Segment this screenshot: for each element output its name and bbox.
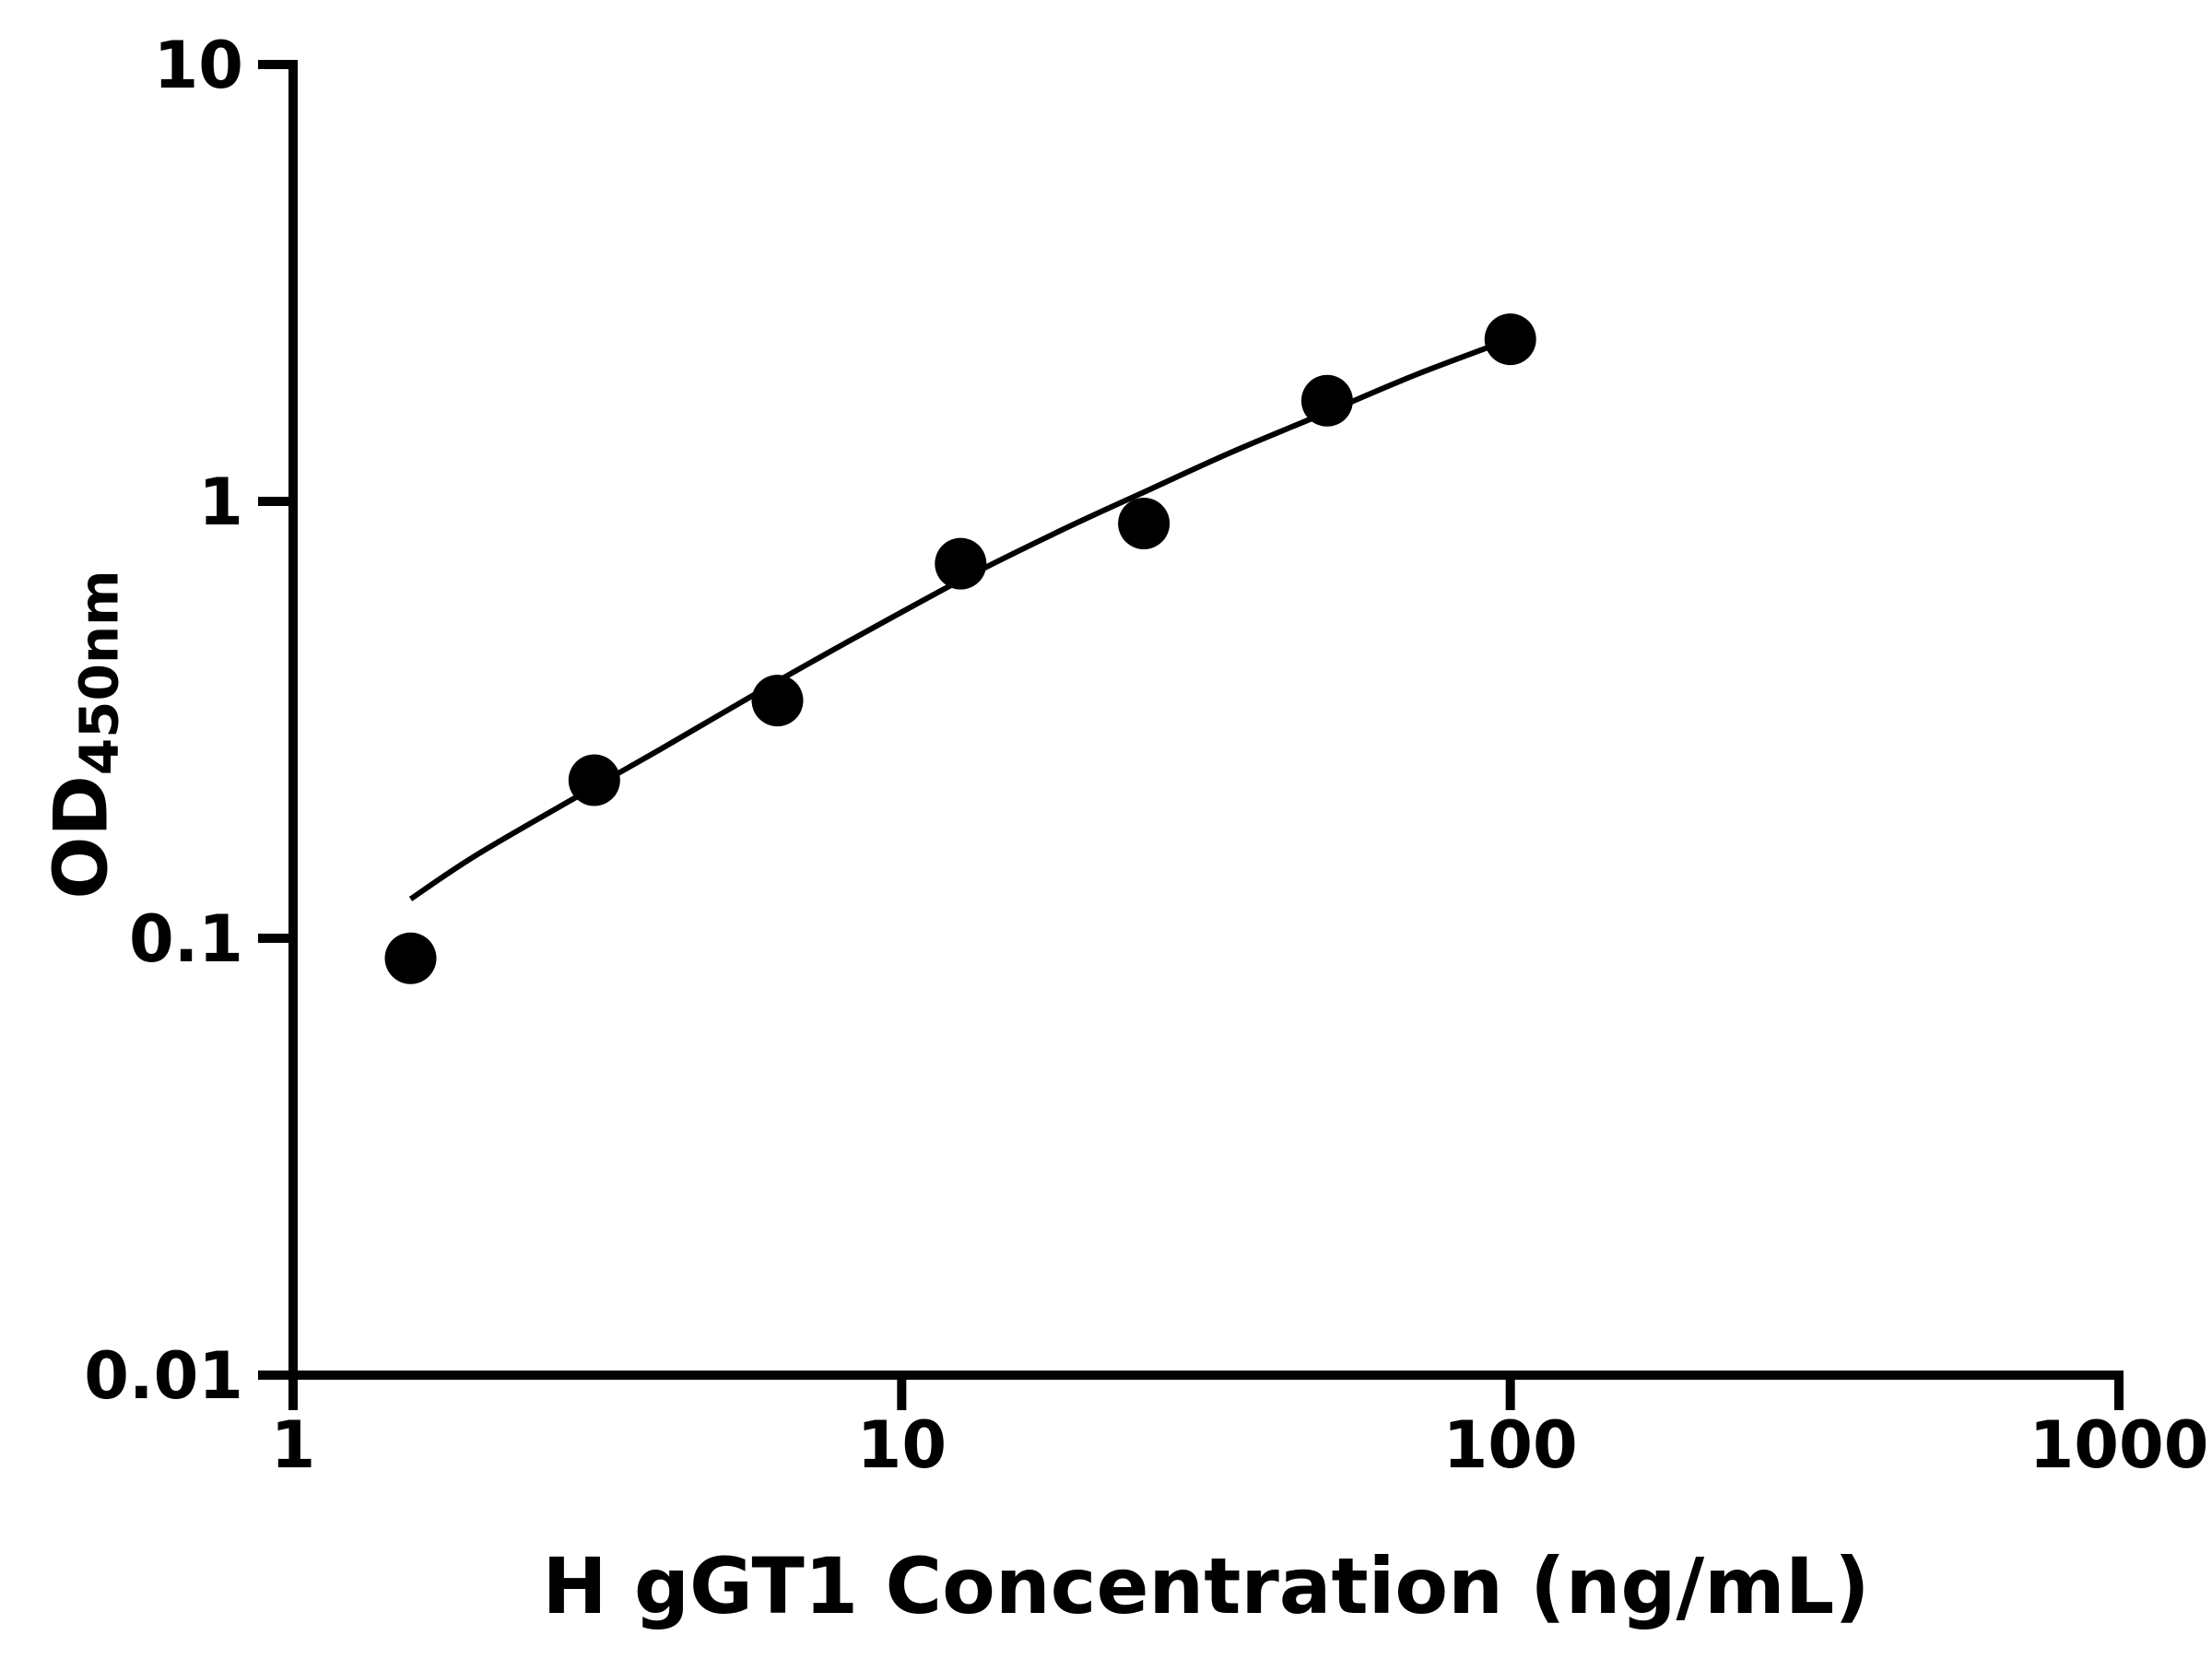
y-axis-title-main: OD [38, 775, 124, 900]
x-tick-label: 10 [857, 1407, 947, 1483]
y-axis-title-sub: 450nm [67, 570, 131, 776]
x-tick-label: 1000 [2030, 1407, 2209, 1483]
data-point [751, 675, 804, 727]
y-tick-label: 0.1 [129, 901, 243, 977]
data-point [568, 754, 620, 806]
y-axis-title: OD450nm [38, 570, 131, 900]
x-tick-label: 100 [1443, 1407, 1578, 1483]
y-tick-label: 10 [154, 28, 243, 103]
fit-curve [408, 336, 1512, 901]
data-point [1300, 374, 1353, 427]
data-point [1484, 313, 1536, 366]
y-tick-label: 0.01 [84, 1338, 243, 1414]
y-tick-label: 1 [198, 465, 243, 540]
x-tick-label: 1 [271, 1407, 316, 1483]
data-point [935, 537, 987, 590]
data-point [1118, 498, 1171, 549]
data-point [384, 932, 437, 984]
x-axis-title: H gGT1 Concentration (ng/mL) [293, 1541, 2119, 1631]
axes-frame [288, 60, 2124, 1380]
x-axis-title-text: H gGT1 Concentration (ng/mL) [542, 1541, 1870, 1631]
